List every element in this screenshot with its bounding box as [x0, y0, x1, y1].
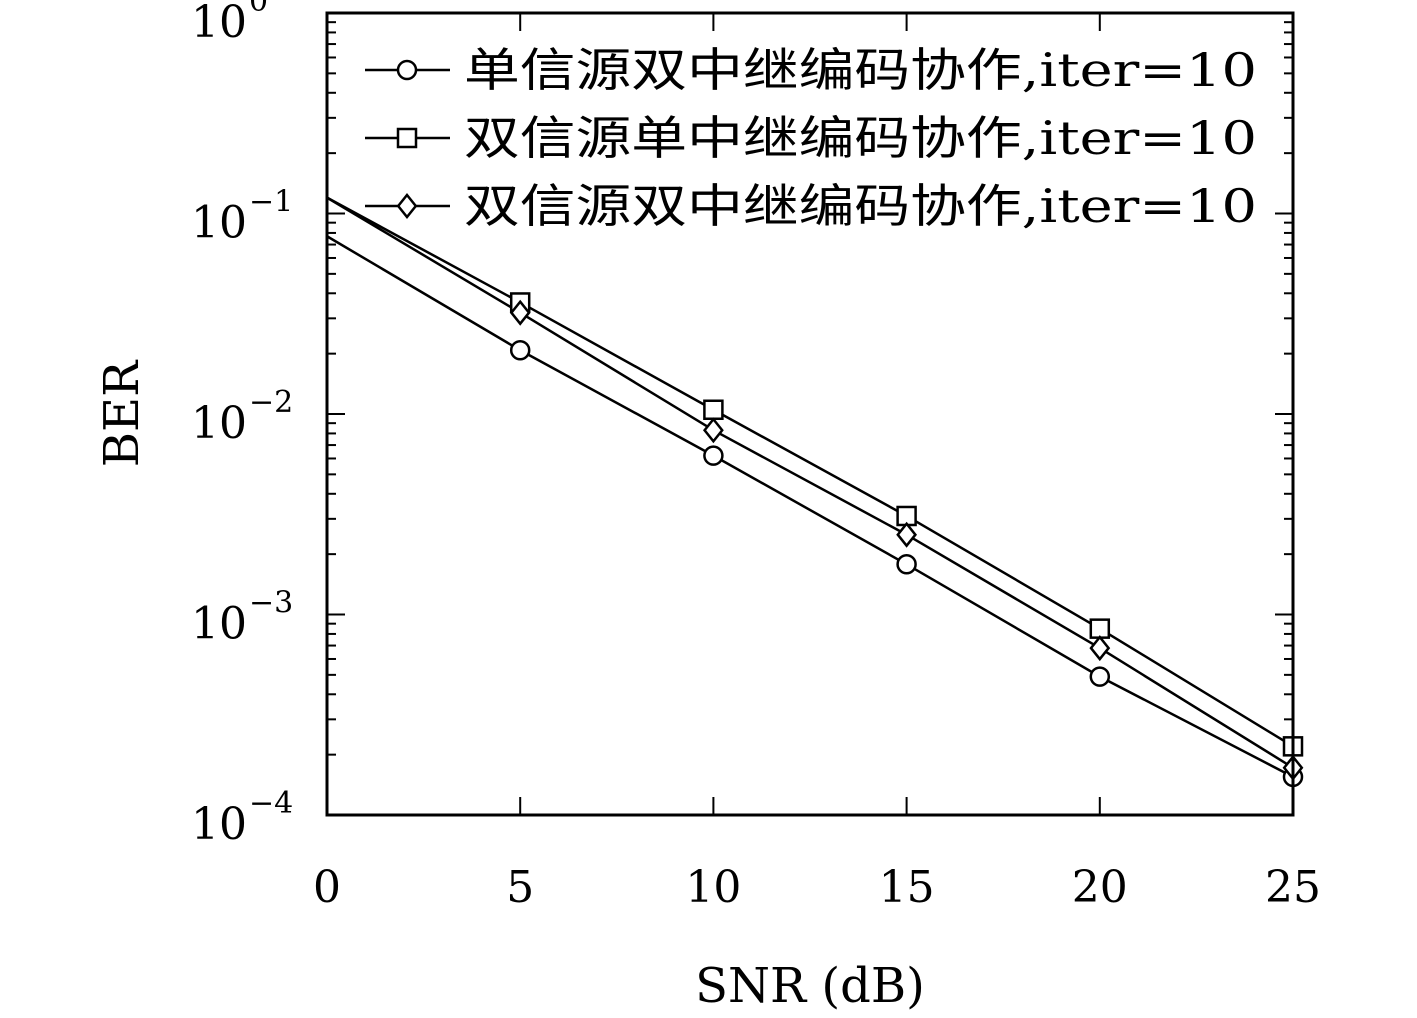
circle-marker [1089, 666, 1111, 687]
diamond-marker [1089, 635, 1111, 662]
x-tick-label: 20 [1072, 862, 1128, 913]
y-tick-base: 10 [191, 799, 247, 850]
x-tick-label: 25 [1265, 862, 1321, 913]
legend: 单信源双中继编码协作,iter=10 双信源单中继编码协作,iter=10 双信源双… [365, 43, 1257, 233]
circle-marker [509, 339, 531, 361]
x-axis-title: SNR (dB) [695, 958, 925, 1014]
legend-label: 双信源单中继编码协作,iter=10 [464, 111, 1257, 165]
series-markers [509, 292, 1304, 788]
diamond-marker [396, 192, 418, 220]
series-line-circle [326, 235, 1294, 778]
y-tick-exponent: −3 [249, 586, 293, 621]
x-tick-labels: 0 5 10 15 20 25 [313, 862, 1321, 913]
y-tick-exponent: −2 [249, 385, 293, 420]
circle-marker [396, 59, 418, 81]
y-tick-base: 10 [191, 398, 247, 449]
x-tick-label: 15 [879, 862, 935, 913]
legend-entry: 单信源双中继编码协作,iter=10 [365, 43, 1257, 97]
y-tick-exponent: −1 [249, 185, 293, 220]
diamond-marker [509, 299, 531, 326]
diamond-marker [702, 417, 724, 444]
y-tick-base: 10 [191, 599, 247, 650]
y-tick-label: 10 −4 [191, 786, 293, 850]
legend-entry: 双信源双中继编码协作,iter=10 [365, 179, 1257, 233]
x-tick-label: 0 [313, 862, 341, 913]
x-tick-label: 5 [506, 862, 534, 913]
square-marker [1089, 618, 1111, 639]
y-tick-base: 10 [191, 198, 247, 249]
legend-label: 双信源双中继编码协作,iter=10 [464, 179, 1257, 233]
y-tick-exponent: −4 [249, 786, 293, 821]
series-lines [326, 196, 1294, 778]
legend-entry: 双信源单中继编码协作,iter=10 [365, 111, 1257, 165]
circle-marker [703, 445, 724, 466]
square-marker [396, 127, 418, 149]
y-tick-label: 10 −2 [191, 385, 293, 449]
series-line-diamond [326, 196, 1294, 769]
y-axis-title: BER [94, 359, 150, 467]
y-tick-label: 10 0 [191, 0, 268, 48]
series-line-square [326, 196, 1294, 748]
legend-label: 单信源双中继编码协作,iter=10 [464, 43, 1257, 97]
square-marker [703, 399, 724, 421]
y-tick-label: 10 −1 [191, 185, 293, 249]
y-tick-base: 10 [191, 0, 247, 48]
y-tick-label: 10 −3 [191, 586, 293, 650]
diamond-marker [896, 521, 918, 548]
circle-marker [896, 554, 917, 575]
x-tick-label: 10 [685, 862, 741, 913]
plot-frame [325, 11, 1295, 817]
y-tick-exponent: 0 [249, 0, 268, 19]
